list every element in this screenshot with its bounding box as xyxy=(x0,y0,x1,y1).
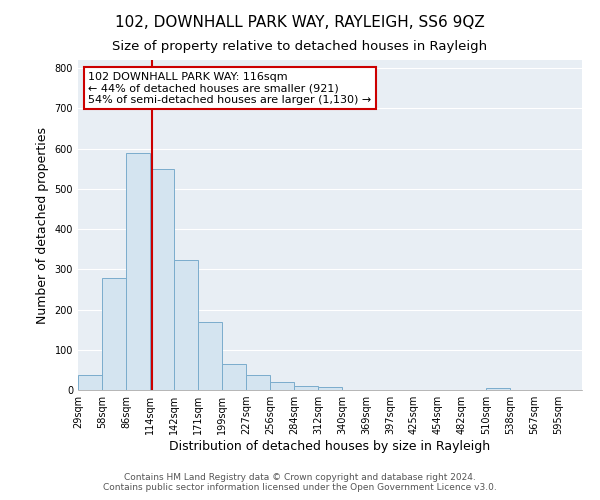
Bar xyxy=(294,386,318,390)
Bar xyxy=(78,374,102,390)
Y-axis label: Number of detached properties: Number of detached properties xyxy=(36,126,49,324)
Bar xyxy=(222,364,246,390)
Text: Contains HM Land Registry data © Crown copyright and database right 2024.
Contai: Contains HM Land Registry data © Crown c… xyxy=(103,473,497,492)
X-axis label: Distribution of detached houses by size in Rayleigh: Distribution of detached houses by size … xyxy=(169,440,491,453)
Text: 102, DOWNHALL PARK WAY, RAYLEIGH, SS6 9QZ: 102, DOWNHALL PARK WAY, RAYLEIGH, SS6 9Q… xyxy=(115,15,485,30)
Bar xyxy=(318,387,342,390)
Bar xyxy=(126,152,150,390)
Bar xyxy=(102,278,126,390)
Bar xyxy=(486,388,510,390)
Text: 102 DOWNHALL PARK WAY: 116sqm
← 44% of detached houses are smaller (921)
54% of : 102 DOWNHALL PARK WAY: 116sqm ← 44% of d… xyxy=(88,72,371,105)
Bar xyxy=(246,374,270,390)
Bar xyxy=(150,168,174,390)
Bar xyxy=(270,382,294,390)
Bar xyxy=(174,260,198,390)
Text: Size of property relative to detached houses in Rayleigh: Size of property relative to detached ho… xyxy=(112,40,488,53)
Bar xyxy=(198,322,222,390)
